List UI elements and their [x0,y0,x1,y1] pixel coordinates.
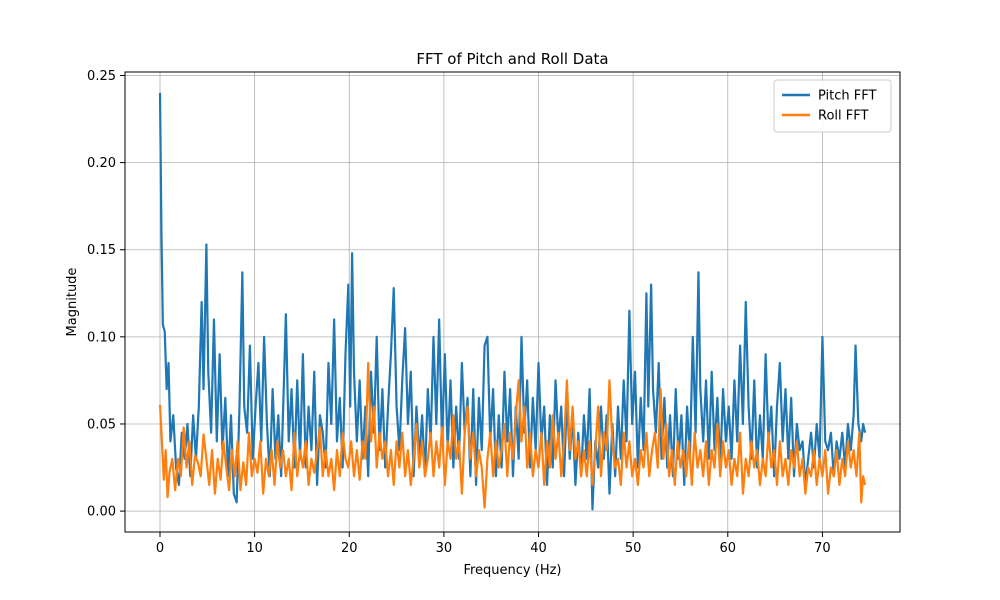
x-axis-label: Frequency (Hz) [463,563,561,578]
axis-ticks: 0 10 20 30 40 50 60 70 0.00 0.05 0.10 0.15 0.20 0.25 [87,69,831,556]
roll-fft-line [158,361,867,509]
y-tick-label: 0.15 [87,243,116,258]
y-tick-label: 0.10 [87,330,116,345]
y-axis-label: Magnitude [65,268,80,337]
y-tick-label: 0.20 [87,156,116,171]
x-tick-label: 20 [341,541,358,556]
x-tick-label: 60 [720,541,737,556]
x-tick-label: 30 [436,541,453,556]
chart-title: FFT of Pitch and Roll Data [416,50,608,68]
plot-frame [124,71,901,533]
x-tick-label: 40 [530,541,547,556]
legend-box [773,79,892,133]
x-tick-label: 10 [246,541,263,556]
y-tick-label: 0.05 [87,417,116,432]
pitch-fft-line [158,92,867,511]
legend-label: Roll FFT [818,109,868,124]
x-tick-label: 0 [156,541,164,556]
x-tick-label: 50 [625,541,642,556]
legend: Pitch FFT Roll FFT [773,79,892,133]
x-tick-label: 70 [814,541,831,556]
y-tick-label: 0.00 [87,505,116,520]
series-lines [158,92,867,511]
y-tick-label: 0.25 [87,69,116,84]
legend-label: Pitch FFT [818,89,877,104]
